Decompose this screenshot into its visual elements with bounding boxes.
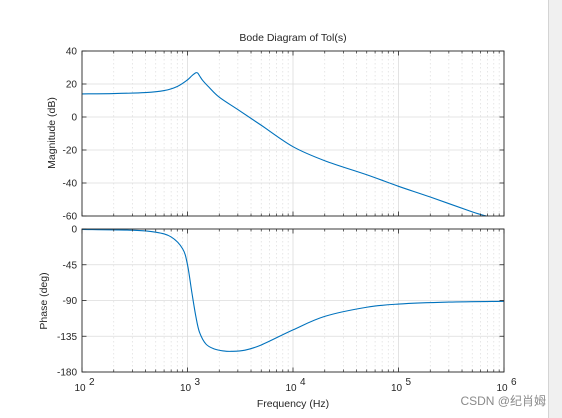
x-tick-label: 10 bbox=[180, 383, 192, 394]
phase-grid bbox=[81, 228, 505, 373]
phase-y-label: Phase (deg) bbox=[38, 272, 50, 329]
phase-panel: 0 -45 -90 -135 -180 Phase (deg) bbox=[38, 225, 505, 379]
phase-ticks: 0 -45 -90 -135 -180 bbox=[57, 225, 505, 379]
chart-title: Bode Diagram of Tol(s) bbox=[239, 32, 346, 44]
x-tick-exponent: 6 bbox=[511, 377, 517, 388]
magnitude-y-tick-label: -40 bbox=[63, 179, 78, 190]
x-axis-label: Frequency (Hz) bbox=[257, 398, 329, 410]
watermark: CSDN @纪肖姆 bbox=[460, 394, 546, 408]
phase-y-tick-label: -135 bbox=[57, 332, 77, 343]
phase-y-tick-label: -45 bbox=[63, 260, 78, 271]
magnitude-y-tick-label: 20 bbox=[66, 80, 78, 91]
phase-y-tick-label: 0 bbox=[71, 225, 77, 236]
x-tick-exponent: 3 bbox=[195, 377, 201, 388]
x-tick-label: 10 bbox=[391, 383, 403, 394]
magnitude-y-tick-label: 40 bbox=[66, 47, 78, 58]
x-tick-exponent: 5 bbox=[406, 377, 412, 388]
phase-curve bbox=[81, 228, 505, 352]
x-tick-label: 10 bbox=[74, 383, 86, 394]
magnitude-y-tick-label: -60 bbox=[63, 212, 78, 223]
magnitude-curve bbox=[81, 72, 487, 217]
figure-canvas bbox=[0, 0, 548, 418]
x-tick-exponent: 4 bbox=[300, 377, 306, 388]
magnitude-y-label: Magnitude (dB) bbox=[46, 97, 58, 169]
phase-y-tick-label: -180 bbox=[57, 368, 77, 379]
x-tick-exponent: 2 bbox=[89, 377, 95, 388]
x-tick-label: 10 bbox=[496, 383, 508, 394]
magnitude-ticks: 40 20 0 -20 -40 -60 bbox=[63, 47, 505, 223]
magnitude-grid bbox=[81, 50, 505, 217]
magnitude-panel: 40 20 0 -20 -40 -60 Magnitude (dB) bbox=[46, 47, 505, 223]
magnitude-y-tick-label: -20 bbox=[63, 146, 78, 157]
window-edge bbox=[548, 0, 549, 418]
phase-y-tick-label: -90 bbox=[63, 296, 78, 307]
x-tick-label: 10 bbox=[285, 383, 297, 394]
magnitude-y-tick-label: 0 bbox=[71, 113, 77, 124]
